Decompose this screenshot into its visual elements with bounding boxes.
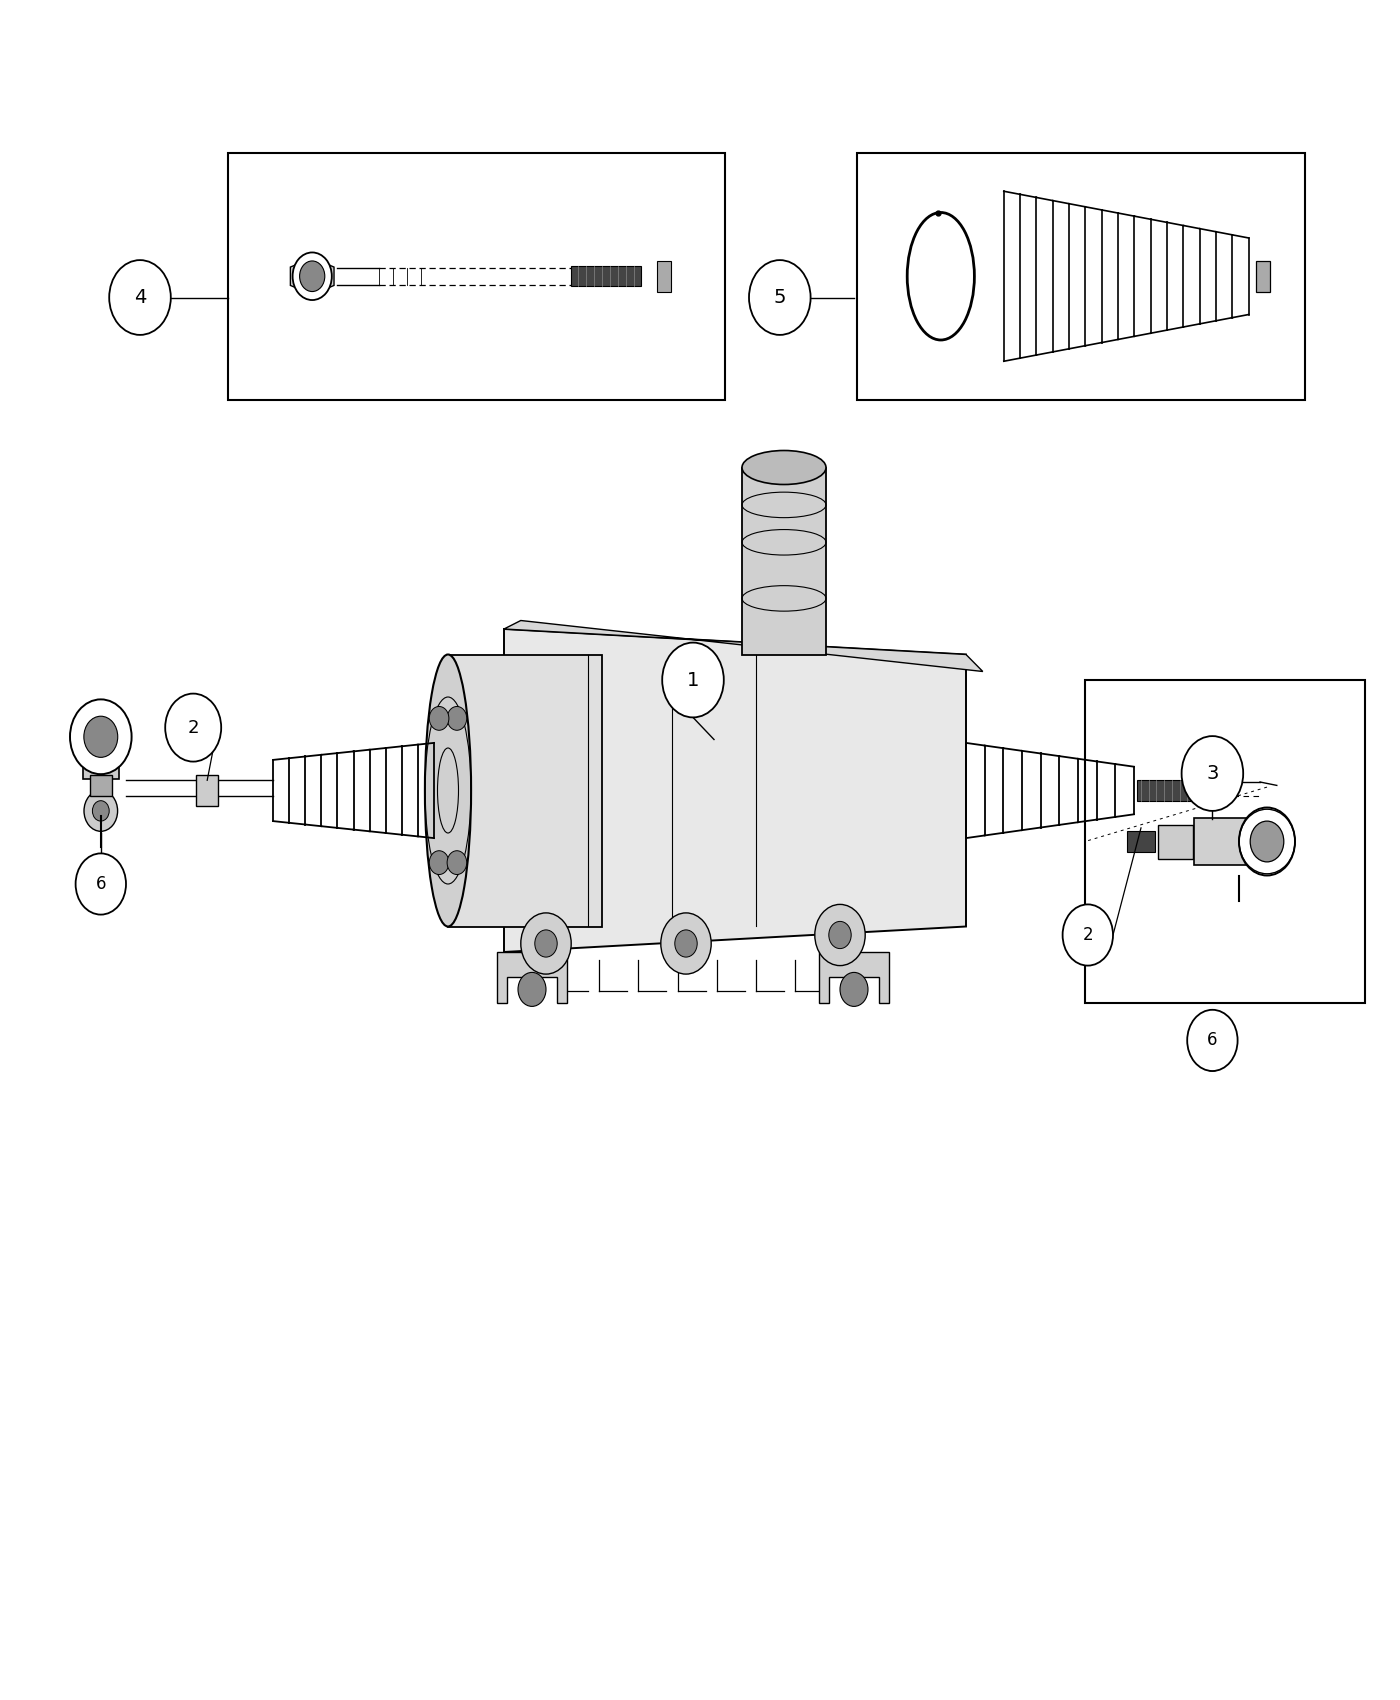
Circle shape	[1182, 736, 1243, 811]
Circle shape	[749, 260, 811, 335]
Text: 3: 3	[1207, 763, 1218, 784]
Bar	[196, 775, 218, 806]
Circle shape	[840, 972, 868, 1006]
Circle shape	[70, 699, 132, 774]
Circle shape	[662, 643, 724, 717]
Bar	[1127, 831, 1155, 852]
Circle shape	[430, 850, 449, 874]
Circle shape	[430, 707, 449, 731]
Text: 4: 4	[134, 287, 146, 308]
Circle shape	[293, 252, 332, 299]
Circle shape	[1187, 1010, 1238, 1071]
Polygon shape	[504, 620, 983, 672]
Bar	[742, 468, 826, 654]
Bar	[657, 260, 671, 292]
Circle shape	[1250, 821, 1284, 862]
Circle shape	[829, 921, 851, 949]
Circle shape	[1204, 1040, 1221, 1061]
Polygon shape	[819, 952, 889, 1003]
Polygon shape	[504, 629, 966, 952]
Bar	[1085, 680, 1365, 1003]
Text: 5: 5	[774, 287, 785, 308]
Circle shape	[815, 904, 865, 966]
Circle shape	[661, 913, 711, 974]
Bar	[857, 153, 1305, 400]
Bar	[1137, 780, 1193, 801]
Circle shape	[518, 972, 546, 1006]
Text: 2: 2	[1082, 927, 1093, 944]
Ellipse shape	[742, 450, 826, 484]
Bar	[448, 654, 602, 926]
Text: 6: 6	[1207, 1032, 1218, 1049]
Circle shape	[521, 913, 571, 974]
Circle shape	[447, 850, 466, 874]
Text: 6: 6	[95, 876, 106, 892]
Bar	[1158, 824, 1193, 858]
Bar	[571, 267, 641, 287]
Polygon shape	[290, 258, 335, 294]
Circle shape	[84, 716, 118, 758]
Text: 1: 1	[687, 670, 699, 690]
Circle shape	[1196, 1030, 1229, 1071]
Circle shape	[165, 694, 221, 762]
Circle shape	[300, 262, 325, 292]
Bar	[1194, 818, 1250, 865]
Polygon shape	[497, 952, 567, 1003]
Circle shape	[1239, 808, 1295, 876]
Bar	[90, 775, 112, 796]
Circle shape	[109, 260, 171, 335]
Circle shape	[92, 801, 109, 821]
Circle shape	[1063, 904, 1113, 966]
Ellipse shape	[426, 654, 470, 926]
Circle shape	[84, 790, 118, 831]
Circle shape	[535, 930, 557, 957]
Circle shape	[76, 853, 126, 915]
Bar	[1256, 260, 1270, 292]
Bar	[83, 736, 119, 779]
Circle shape	[675, 930, 697, 957]
Bar	[228, 153, 725, 400]
Circle shape	[447, 707, 466, 731]
Text: 2: 2	[188, 719, 199, 736]
